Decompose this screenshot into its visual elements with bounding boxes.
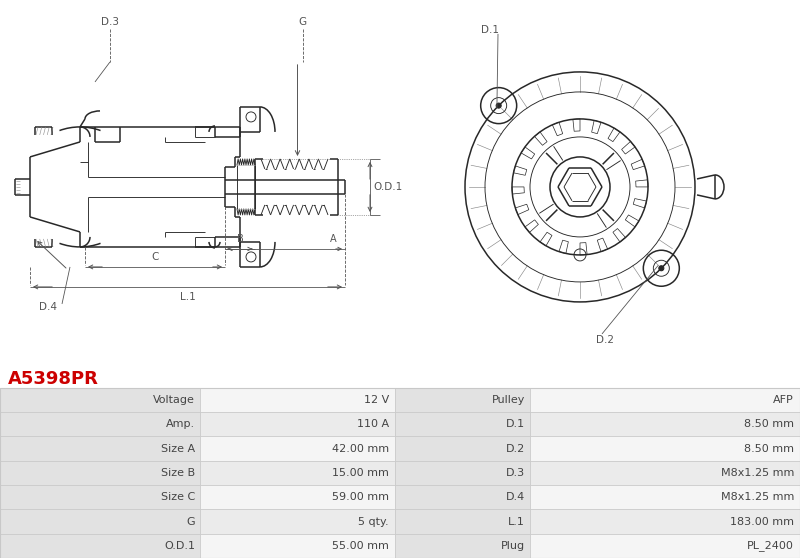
- Text: G: G: [186, 517, 195, 527]
- Text: 55.00 mm: 55.00 mm: [332, 541, 389, 551]
- Bar: [0, 412, 200, 436]
- Text: D.3: D.3: [506, 468, 525, 478]
- Text: O.D.1: O.D.1: [164, 541, 195, 551]
- Text: D.2: D.2: [506, 444, 525, 454]
- Text: B: B: [237, 234, 243, 244]
- Text: Plug: Plug: [501, 541, 525, 551]
- Text: 183.00 mm: 183.00 mm: [730, 517, 794, 527]
- Bar: [0, 388, 800, 558]
- Text: PL_2400: PL_2400: [747, 540, 794, 551]
- Text: A: A: [330, 234, 336, 244]
- Text: Size C: Size C: [161, 492, 195, 502]
- Bar: [0, 533, 200, 558]
- Text: D.1: D.1: [481, 25, 499, 35]
- Text: O.D.1: O.D.1: [374, 182, 402, 192]
- Bar: [530, 509, 800, 533]
- Text: D.1: D.1: [506, 419, 525, 429]
- Text: D.4: D.4: [506, 492, 525, 502]
- Text: 42.00 mm: 42.00 mm: [332, 444, 389, 454]
- Bar: [530, 461, 800, 485]
- Bar: [0, 388, 200, 412]
- Text: 12 V: 12 V: [364, 395, 389, 405]
- Text: Size A: Size A: [161, 444, 195, 454]
- Text: D.3: D.3: [101, 17, 119, 27]
- Text: G: G: [298, 17, 306, 27]
- Text: AFP: AFP: [774, 395, 794, 405]
- Bar: [200, 388, 395, 412]
- Bar: [395, 509, 530, 533]
- Bar: [530, 533, 800, 558]
- Text: Size B: Size B: [161, 468, 195, 478]
- Circle shape: [496, 103, 501, 108]
- Bar: [0, 509, 200, 533]
- Bar: [530, 485, 800, 509]
- Bar: [530, 412, 800, 436]
- Bar: [530, 388, 800, 412]
- Text: 110 A: 110 A: [357, 419, 389, 429]
- Bar: [395, 533, 530, 558]
- Bar: [530, 436, 800, 461]
- Text: 8.50 mm: 8.50 mm: [744, 444, 794, 454]
- Text: L.1: L.1: [180, 292, 195, 302]
- Bar: [200, 461, 395, 485]
- Text: D.2: D.2: [596, 335, 614, 345]
- Text: D.4: D.4: [39, 302, 57, 312]
- Text: 8.50 mm: 8.50 mm: [744, 419, 794, 429]
- Bar: [0, 461, 200, 485]
- Text: Pulley: Pulley: [492, 395, 525, 405]
- Bar: [200, 485, 395, 509]
- Bar: [200, 436, 395, 461]
- Bar: [395, 485, 530, 509]
- Text: Amp.: Amp.: [166, 419, 195, 429]
- Text: 15.00 mm: 15.00 mm: [332, 468, 389, 478]
- Text: A5398PR: A5398PR: [8, 370, 99, 388]
- Text: Voltage: Voltage: [153, 395, 195, 405]
- Bar: [395, 436, 530, 461]
- Text: C: C: [151, 252, 158, 262]
- Bar: [200, 412, 395, 436]
- Text: M8x1.25 mm: M8x1.25 mm: [721, 492, 794, 502]
- Circle shape: [659, 266, 664, 271]
- Bar: [395, 461, 530, 485]
- Bar: [395, 388, 530, 412]
- Text: 5 qty.: 5 qty.: [358, 517, 389, 527]
- Text: 59.00 mm: 59.00 mm: [332, 492, 389, 502]
- Bar: [395, 412, 530, 436]
- Text: M8x1.25 mm: M8x1.25 mm: [721, 468, 794, 478]
- Bar: [0, 436, 200, 461]
- Bar: [0, 485, 200, 509]
- Bar: [200, 533, 395, 558]
- Bar: [200, 509, 395, 533]
- Text: L.1: L.1: [508, 517, 525, 527]
